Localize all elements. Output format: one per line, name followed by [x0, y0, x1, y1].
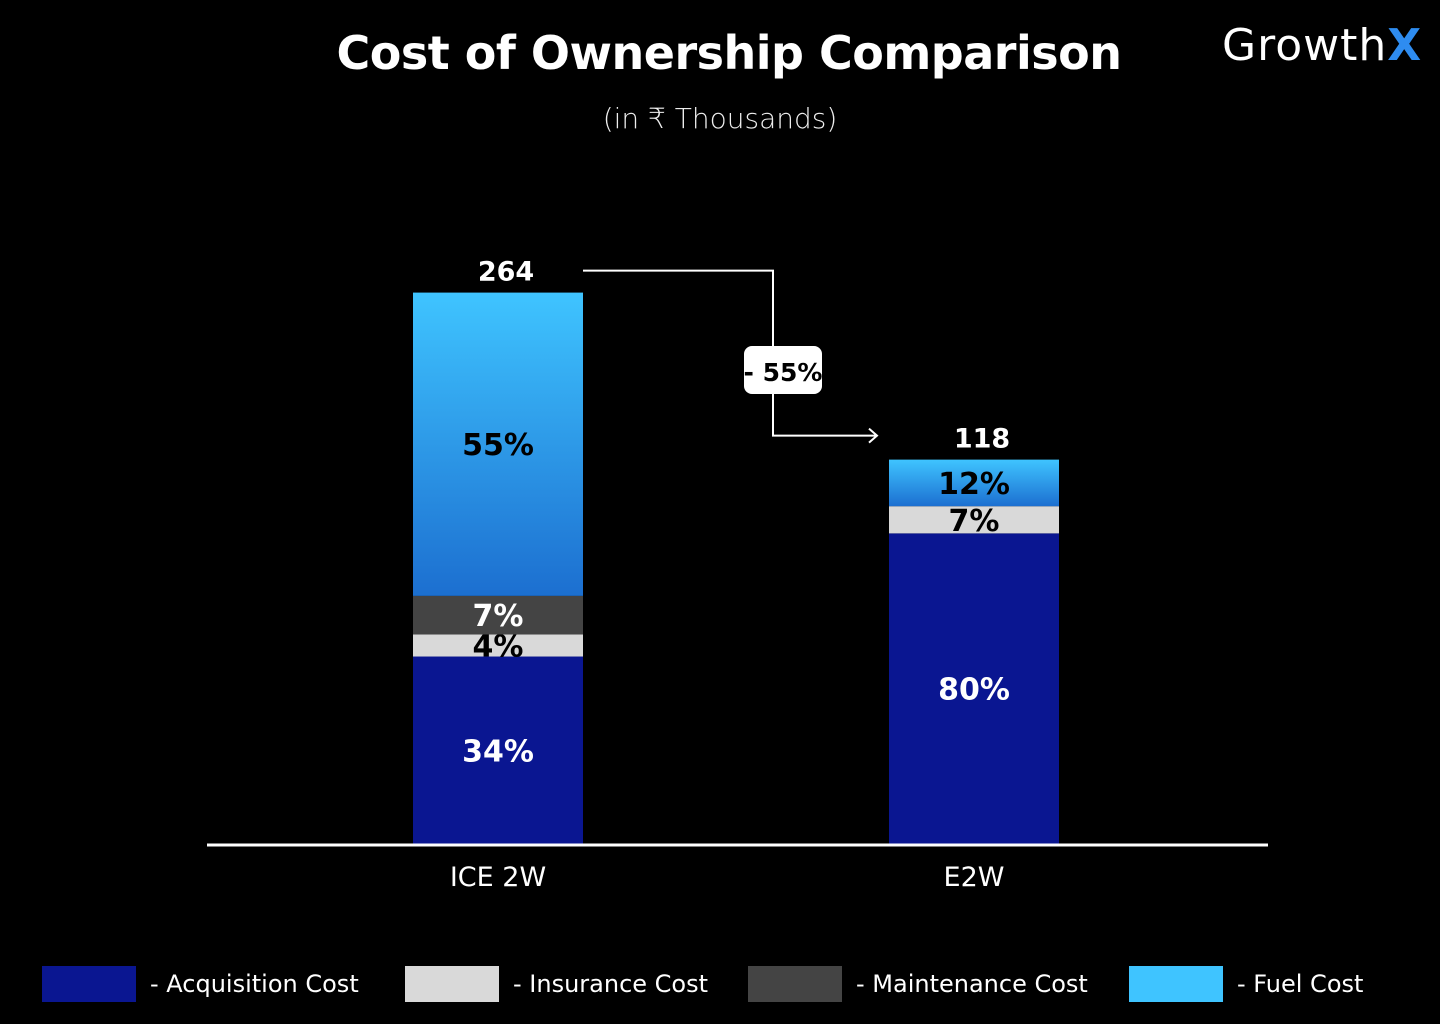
segment-label: 55%: [462, 428, 534, 463]
legend-swatch: [748, 966, 842, 1002]
legend-swatch: [42, 966, 136, 1002]
change-arrow: [583, 269, 879, 444]
segment-label: 4%: [473, 629, 524, 664]
legend-label: - Acquisition Cost: [150, 970, 359, 998]
bar-segment-fuel-cost: [413, 292, 583, 596]
logo-accent: X: [1387, 20, 1423, 71]
bar-total-label: 118: [954, 424, 1010, 455]
bar-segment-insurance-cost: [889, 506, 1059, 534]
segment-label: 7%: [949, 504, 1000, 539]
chart-title: Cost of Ownership Comparison: [336, 26, 1122, 80]
legend-swatch: [1129, 966, 1223, 1002]
bar-segment-acquisition-cost: [413, 656, 583, 844]
bar-segment-maintenance-cost: [413, 595, 583, 635]
legend-label: - Fuel Cost: [1237, 970, 1364, 998]
chart-subtitle: (in ₹ Thousands): [602, 102, 838, 135]
legend-label: - Maintenance Cost: [856, 970, 1088, 998]
bar-segment-fuel-cost: [889, 459, 1059, 507]
legend-label: - Insurance Cost: [513, 970, 709, 998]
growthx-logo: GrowthX: [1222, 20, 1422, 71]
change-badge: [744, 346, 822, 394]
legend: - Acquisition Cost - Insurance Cost - Main…: [0, 966, 1440, 1006]
segment-label: 34%: [462, 734, 534, 769]
segment-label: 7%: [473, 599, 524, 634]
bar-total-label: 264: [478, 257, 534, 288]
segment-label: 80%: [938, 673, 1010, 708]
legend-swatch: [405, 966, 499, 1002]
legend-item: - Insurance Cost: [405, 966, 708, 1002]
legend-item: - Maintenance Cost: [748, 966, 1088, 1002]
segment-label: 12%: [938, 467, 1010, 502]
bar-segment-acquisition-cost: [889, 533, 1059, 844]
bar-segment-insurance-cost: [413, 634, 583, 657]
logo-text: Growth: [1222, 20, 1388, 71]
category-label: ICE 2W: [450, 862, 546, 893]
change-badge-label: - 55%: [744, 358, 823, 387]
legend-item: - Acquisition Cost: [42, 966, 359, 1002]
legend-item: - Fuel Cost: [1129, 966, 1363, 1002]
category-label: E2W: [944, 862, 1005, 893]
